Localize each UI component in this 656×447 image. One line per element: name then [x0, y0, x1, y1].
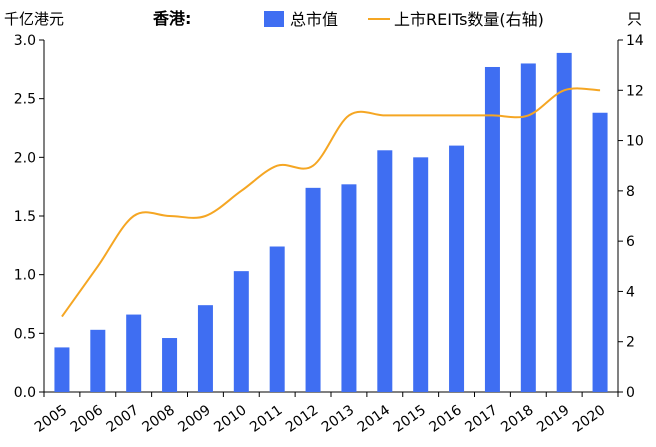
bar: [305, 187, 321, 392]
x-tick-label: 2017: [462, 402, 500, 436]
left-tick-label: 1.0: [14, 268, 36, 284]
x-tick-label: 2020: [570, 402, 608, 436]
bar: [341, 184, 357, 392]
bar: [197, 305, 213, 392]
bar: [269, 246, 285, 392]
left-tick-label: 3.0: [14, 33, 36, 49]
x-tick-label: 2006: [68, 402, 106, 436]
x-tick-label: 2016: [426, 402, 464, 436]
x-tick-label: 2018: [498, 402, 536, 436]
left-axis-ticks: 0.0 0.5 1.0 1.5 2.0 2.5 3.0: [14, 33, 44, 401]
right-tick-label: 12: [626, 83, 644, 99]
x-axis-ticks: 2005200620072008200920102011201220132014…: [32, 392, 619, 436]
bar: [413, 157, 429, 392]
x-tick-label: 2012: [283, 402, 321, 436]
left-tick-label: 2.5: [14, 92, 36, 108]
bar: [377, 150, 393, 392]
bar: [233, 271, 249, 392]
right-tick-label: 4: [626, 284, 635, 300]
right-tick-label: 6: [626, 234, 635, 250]
left-tick-label: 0.5: [14, 326, 36, 342]
legend-line-label: 上市REITs数量(右轴): [394, 10, 544, 29]
x-tick-label: 2005: [32, 402, 70, 436]
x-tick-label: 2009: [175, 402, 213, 436]
x-tick-label: 2008: [139, 402, 177, 436]
right-tick-label: 10: [626, 134, 644, 150]
legend-bar-swatch: [264, 11, 284, 27]
bar: [484, 66, 500, 392]
bar: [520, 63, 536, 392]
x-tick-label: 2013: [319, 402, 357, 436]
series-line: [61, 87, 601, 318]
bar-series: [54, 52, 608, 392]
legend-bar-label: 总市值: [290, 10, 338, 29]
bar: [162, 338, 178, 392]
bar: [556, 52, 572, 392]
right-axis-label: 只: [627, 10, 642, 28]
chart-title: 香港:: [152, 9, 191, 28]
left-tick-label: 1.5: [14, 209, 36, 225]
x-tick-label: 2007: [104, 402, 142, 436]
right-tick-label: 14: [626, 33, 644, 49]
right-tick-label: 8: [626, 184, 635, 200]
legend: 总市值 上市REITs数量(右轴): [264, 10, 544, 29]
bar: [449, 145, 465, 392]
right-axis-ticks: 0 2 4 6 8 10 12 14: [618, 33, 644, 401]
x-tick-label: 2019: [534, 402, 572, 436]
left-tick-label: 2.0: [14, 150, 36, 166]
bar: [54, 347, 70, 392]
right-tick-label: 0: [626, 385, 635, 401]
x-tick-label: 2010: [211, 402, 249, 436]
x-tick-label: 2015: [391, 402, 429, 436]
bar: [592, 112, 608, 392]
line-series: [61, 87, 601, 318]
bar: [126, 314, 142, 392]
right-tick-label: 2: [626, 335, 635, 351]
x-tick-label: 2011: [247, 402, 285, 436]
left-axis-label: 千亿港元: [4, 10, 64, 28]
x-tick-label: 2014: [355, 402, 393, 436]
left-tick-label: 0.0: [14, 385, 36, 401]
bar: [90, 329, 106, 392]
